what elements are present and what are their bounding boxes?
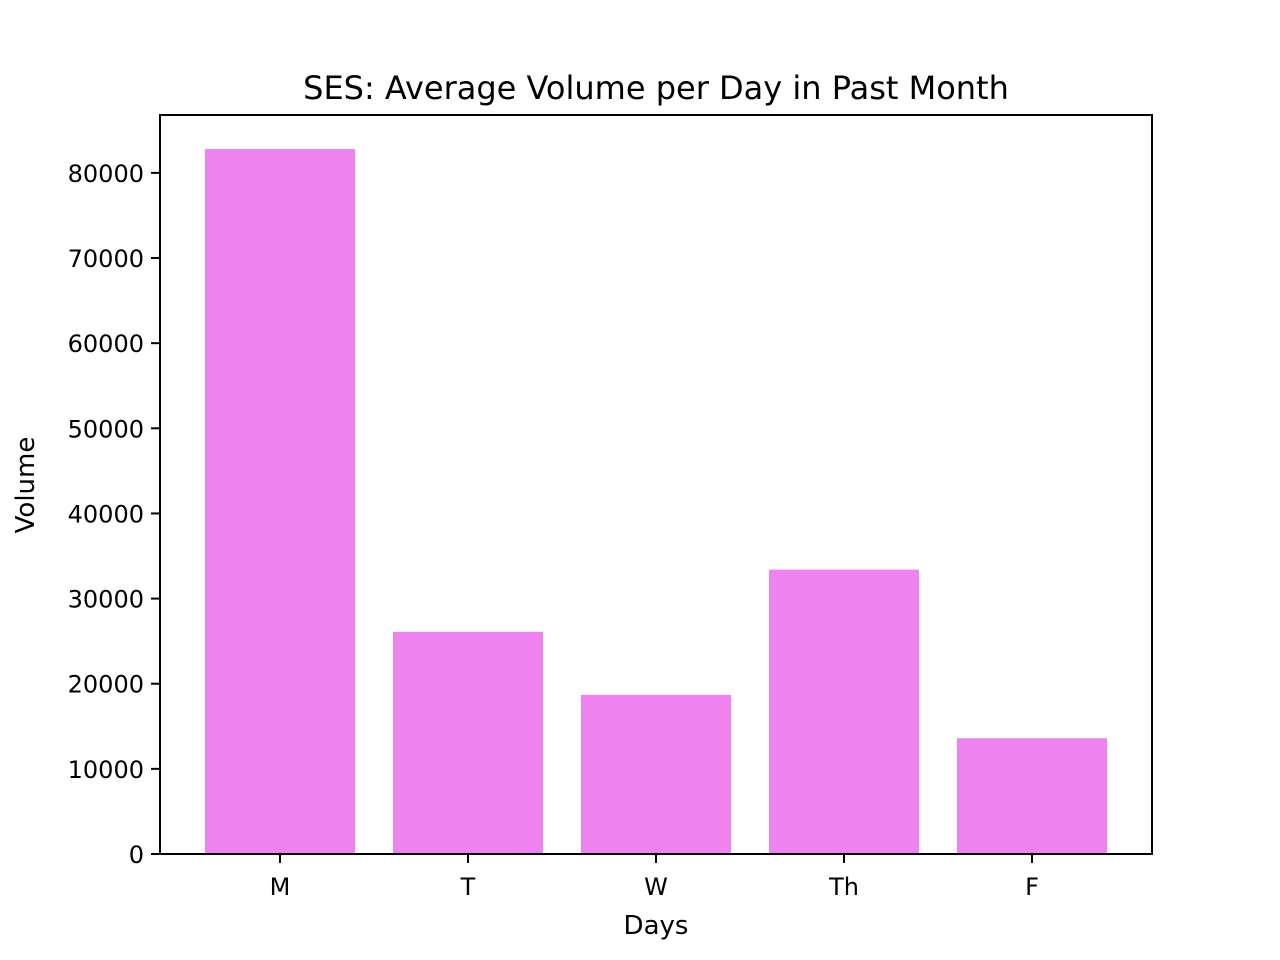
y-tick-label: 30000 [68,586,144,614]
y-axis-label: Volume [11,437,41,534]
y-tick-label: 60000 [68,330,144,358]
x-tick-label: M [270,873,291,901]
x-tick-label: Th [828,873,859,901]
bar-th [769,569,919,854]
x-tick-label: W [644,873,668,901]
bar-series [205,149,1107,854]
x-tick-label: T [460,873,476,901]
y-tick-label: 20000 [68,671,144,699]
x-axis-label: Days [624,911,689,941]
bar-m [205,149,355,854]
y-tick-label: 10000 [68,756,144,784]
chart-title: SES: Average Volume per Day in Past Mont… [303,69,1009,107]
bar-f [957,738,1107,854]
plot-frame [159,114,1153,855]
y-tick-label: 50000 [68,415,144,443]
y-tick-label: 0 [129,841,144,869]
bar-w [581,694,731,854]
y-tick-label: 40000 [68,500,144,528]
y-axis-ticks: 0 10000 20000 30000 40000 50000 60000 70000 8000… [68,160,160,869]
y-tick-label: 80000 [68,160,144,188]
y-tick-label: 70000 [68,245,144,273]
bar-t [393,631,543,854]
x-axis-ticks: M T W Th F [270,854,1039,901]
x-tick-label: F [1025,873,1039,901]
